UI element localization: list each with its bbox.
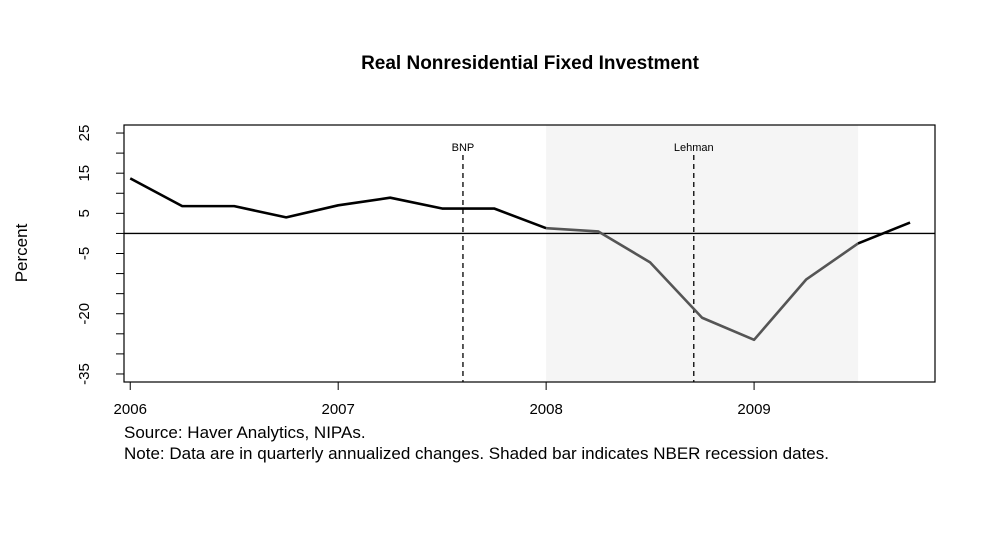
y-tick-label: 25 (76, 125, 93, 142)
y-tick-label: -35 (76, 363, 93, 385)
y-tick-label: -5 (76, 247, 93, 260)
source-note: Source: Haver Analytics, NIPAs. (124, 423, 366, 442)
data-note: Note: Data are in quarterly annualized c… (124, 444, 829, 463)
y-tick-label: -20 (76, 303, 93, 325)
series-line-segment (857, 221, 911, 245)
chart-title: Real Nonresidential Fixed Investment (361, 53, 700, 74)
x-tick-label: 2008 (529, 401, 562, 418)
event-label-bnp: BNP (452, 142, 475, 154)
y-tick-label: 15 (76, 165, 93, 182)
x-tick-label: 2007 (321, 401, 354, 418)
x-tick-label: 2009 (737, 401, 770, 418)
series-line-segment (129, 177, 547, 230)
y-tick-label: 5 (76, 209, 93, 217)
event-label-lehman: Lehman (674, 142, 714, 154)
x-tick-label: 2006 (114, 401, 147, 418)
plot-area: BNP Lehman 2006 2007 2008 2009 25 15 5 -5 -20 -35 (76, 124, 936, 418)
series-line-segment (546, 226, 859, 342)
y-axis-label: Percent (12, 223, 31, 282)
recession-shading (546, 125, 859, 382)
